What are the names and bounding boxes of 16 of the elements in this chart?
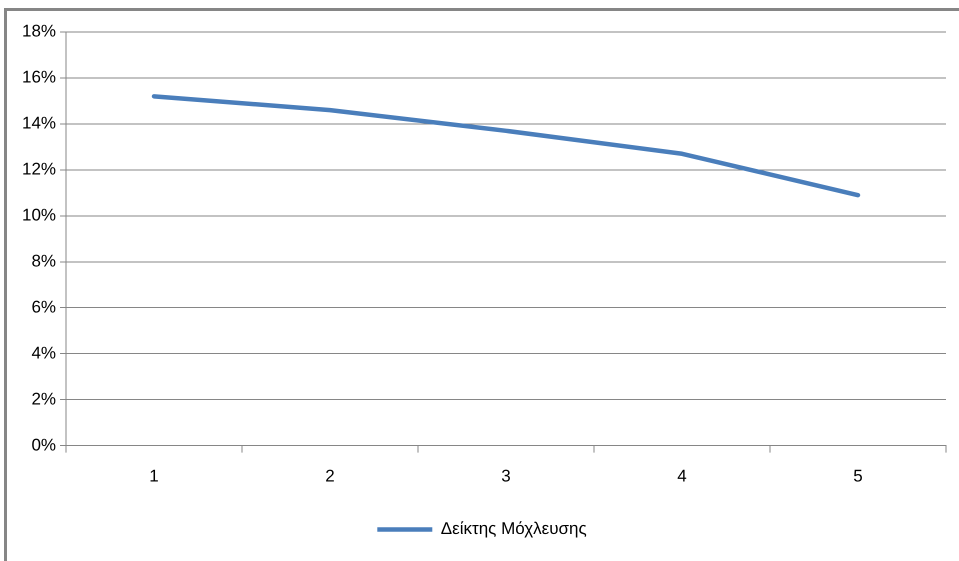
y-tick-label: 18% [22,22,56,41]
y-tick-label: 10% [22,206,56,225]
y-tick-label: 6% [31,297,56,316]
x-tick-label: 5 [853,466,863,486]
x-tick-label: 3 [501,466,511,486]
y-tick-label: 12% [22,160,56,179]
y-tick-label: 2% [31,389,56,408]
y-tick-label: 14% [22,114,56,133]
x-tick-label: 4 [677,466,687,486]
x-tick-label: 2 [325,466,335,486]
y-tick-label: 8% [31,251,56,270]
y-tick-label: 16% [22,68,56,87]
y-tick-label: 4% [31,343,56,362]
y-tick-label: 0% [31,435,56,454]
x-tick-label: 1 [149,466,159,486]
legend-label: Δείκτης Μόχλευσης [440,519,587,538]
